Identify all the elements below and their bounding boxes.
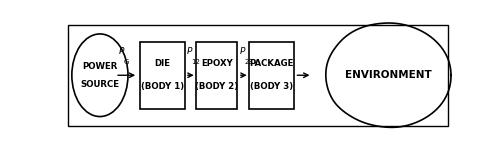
Text: 23: 23: [244, 59, 254, 65]
Text: (BODY 1): (BODY 1): [141, 82, 184, 91]
Text: DIE: DIE: [154, 59, 171, 68]
Text: PACKAGE: PACKAGE: [249, 59, 294, 68]
Text: P: P: [119, 47, 124, 56]
Text: P: P: [187, 47, 192, 56]
Text: SOURCE: SOURCE: [80, 80, 119, 89]
Text: 12: 12: [192, 59, 200, 65]
Text: (BODY 3): (BODY 3): [250, 82, 293, 91]
Bar: [196, 42, 237, 108]
Text: ENVIRONMENT: ENVIRONMENT: [345, 70, 432, 80]
Text: G: G: [123, 59, 129, 65]
Bar: [249, 42, 294, 108]
Text: POWER: POWER: [82, 62, 118, 71]
Text: P: P: [240, 47, 245, 56]
Bar: [140, 42, 185, 108]
Text: EPOXY: EPOXY: [201, 59, 233, 68]
Text: (BODY 2): (BODY 2): [195, 82, 238, 91]
Bar: [67, 25, 448, 126]
